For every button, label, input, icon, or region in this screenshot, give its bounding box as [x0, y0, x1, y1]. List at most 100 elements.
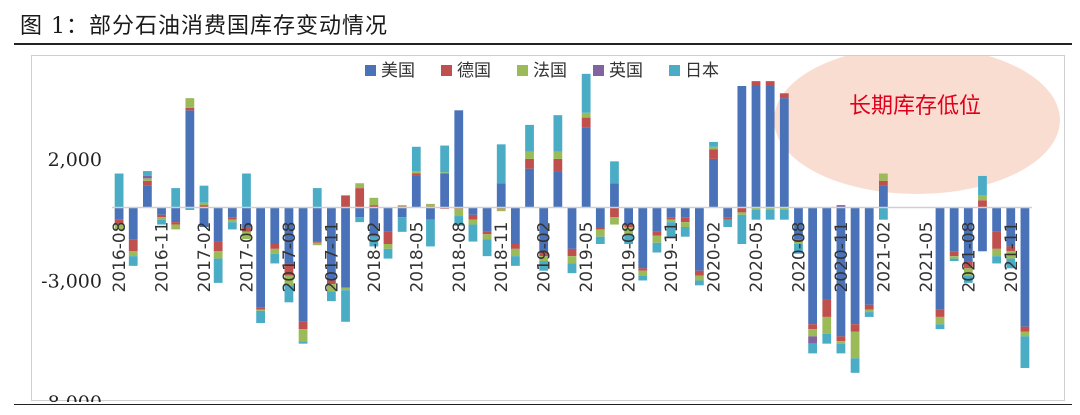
bar-segment [992, 207, 1002, 232]
bar-segment [270, 253, 280, 264]
bars-layer [114, 73, 1030, 373]
bar-segment [227, 217, 237, 220]
bar-segment [355, 183, 365, 189]
bar-segment [949, 207, 959, 252]
bar-segment [610, 217, 619, 225]
y-tick-label: -8,000 [41, 392, 102, 402]
bar-segment [553, 171, 563, 208]
bar-segment [128, 256, 138, 266]
bar-segment [525, 168, 534, 208]
bar-segment [949, 256, 959, 259]
bar-segment [553, 115, 563, 152]
bar-segment [864, 304, 874, 310]
bar-segment [1020, 326, 1030, 332]
bar-segment [610, 183, 619, 208]
bar-segment [496, 208, 506, 212]
bar-segment [454, 216, 464, 226]
bar-segment [270, 244, 280, 249]
bar-segment [482, 234, 492, 240]
bar-segment [270, 207, 280, 244]
bar-segment [680, 226, 690, 237]
bar-segment [553, 158, 563, 172]
bar-segment [1020, 331, 1030, 337]
bar-segment [369, 236, 379, 247]
bar-segment [779, 98, 789, 208]
bar-segment [143, 171, 152, 176]
bar-segment [227, 207, 237, 218]
bar-segment [242, 231, 251, 240]
bar-segment [1020, 207, 1030, 327]
bar-segment [411, 171, 421, 174]
bar-segment [822, 333, 832, 344]
bar-segment [157, 217, 166, 220]
bar-segment [185, 107, 195, 111]
bar-segment [227, 222, 237, 230]
bar-segment [695, 270, 704, 276]
bar-segment [468, 214, 478, 220]
bar-segment [765, 86, 775, 208]
x-tick-label: 2017-02 [195, 222, 215, 293]
bar-segment [143, 175, 152, 179]
bar-segment [935, 309, 945, 317]
bar-segment [511, 244, 520, 249]
bar-segment [680, 217, 690, 223]
bar-segment [312, 242, 322, 246]
bar-segment [850, 207, 860, 325]
x-tick-label: 2018-02 [365, 222, 385, 293]
bar-segment [836, 343, 846, 354]
bar-segment [794, 241, 803, 244]
bar-segment [341, 207, 350, 288]
bar-segment [242, 173, 251, 208]
bar-segment [836, 336, 846, 342]
bar-segment [709, 141, 718, 147]
bar-segment [808, 207, 818, 325]
x-tick-label: 2020-08 [790, 222, 810, 293]
bar-segment [695, 280, 704, 286]
legend-label: 日本 [685, 61, 719, 81]
bar-segment [355, 188, 365, 208]
bar-segment [751, 86, 761, 208]
bar-segment [949, 251, 959, 257]
bar-segment [610, 161, 619, 184]
x-tick-label: 2021-05 [917, 222, 937, 293]
bar-segment [652, 235, 662, 243]
bar-segment [482, 231, 492, 235]
bar-segment [511, 256, 520, 266]
bar-segment [836, 205, 846, 208]
bar-segment [822, 316, 832, 334]
bar-segment [496, 183, 506, 208]
bar-segment [397, 205, 407, 207]
bar-segment [312, 241, 322, 243]
bar-segment [369, 207, 379, 237]
bar-segment [737, 207, 747, 213]
bar-segment [992, 248, 1002, 257]
bar-segment [864, 207, 874, 305]
bar-segment [482, 207, 492, 232]
annotation-bubble [774, 56, 1060, 194]
bar-segment [468, 224, 478, 242]
bar-segment [298, 321, 308, 330]
bar-segment [624, 207, 634, 225]
bar-segment [695, 275, 704, 281]
bottom-rule [14, 404, 1072, 405]
x-tick-label: 2018-05 [407, 222, 427, 293]
bar-segment [397, 217, 407, 232]
bar-segment [185, 98, 195, 108]
bar-segment [567, 248, 577, 257]
x-tick-label: 2016-08 [110, 222, 130, 293]
x-tick-label: 2019-05 [577, 222, 597, 293]
chart-frame: 2,000 -3,000 -8,000 2016-08 2016-11 2017-02 20… [31, 55, 1065, 402]
bar-segment [454, 110, 464, 208]
bar-segment [242, 207, 251, 227]
bar-segment [666, 207, 676, 218]
bar-segment [808, 329, 818, 337]
bar-segment [213, 251, 223, 259]
bar-segment [171, 222, 181, 225]
bar-segment [440, 173, 450, 208]
bar-segment [567, 263, 577, 274]
bar-segment [864, 312, 874, 317]
bar-segment [879, 180, 888, 186]
bar-segment [213, 207, 223, 242]
bar-segment [482, 239, 492, 257]
bar-segment [779, 209, 789, 220]
